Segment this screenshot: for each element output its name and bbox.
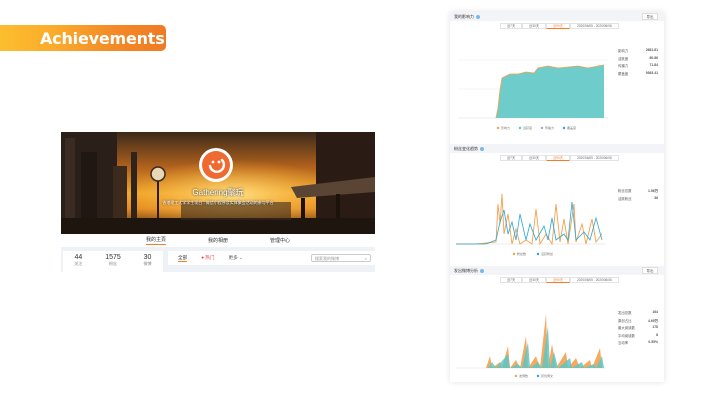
tab-7d[interactable]: 近7天 — [500, 23, 523, 29]
feed-tab-all[interactable]: 全部 — [178, 254, 188, 262]
legend: 粉丝数 活跃粉丝 — [512, 251, 553, 256]
stat-posts[interactable]: 30 微博 — [143, 254, 152, 266]
fans-metrics: 粉丝总数 1.56万 活跃粉丝 36 — [618, 189, 658, 201]
legend: 发博数 原创博文 — [514, 373, 553, 378]
date-range-tabs: 近7天 近30天 近90天 2020/06/05 - 2020/06/06 — [500, 23, 619, 29]
svg-text:覆盖度: 覆盖度 — [567, 125, 576, 130]
svg-text:发博数: 发博数 — [519, 373, 528, 378]
tab-30d[interactable]: 近30天 — [522, 155, 547, 161]
info-icon[interactable] — [476, 14, 480, 19]
search-input[interactable]: 搜索我的微博 ⌕ — [311, 254, 371, 262]
tab-custom[interactable]: 2020/06/05 - 2020/06/06 — [570, 155, 619, 161]
nav-my-home[interactable]: 我的主頁 — [145, 237, 166, 245]
nav-manage-center[interactable]: 管理中心 — [270, 238, 291, 244]
tab-90d[interactable]: 近90天 — [546, 277, 570, 283]
posts-section: 发出微博分析 导出 近7天 近30天 近90天 2020/06/05 - 202… — [450, 266, 664, 382]
date-range-tabs: 近7天 近30天 近90天 2020/06/05 - 2020/06/06 — [500, 155, 619, 161]
tab-7d[interactable]: 近7天 — [500, 155, 523, 161]
nav-my-album[interactable]: 我的相册 — [207, 238, 228, 244]
feed-tab-hot[interactable]: ● 热门 — [201, 255, 215, 260]
date-range-tabs: 近7天 近30天 近90天 2020/06/05 - 2020/06/06 — [500, 277, 619, 283]
posts-chart: 发博数 原创博文 — [456, 314, 606, 378]
profile-name: Gathering聚玩 — [192, 188, 244, 197]
svg-text:粉丝数: 粉丝数 — [517, 251, 526, 256]
tab-90d[interactable]: 近90天 — [546, 23, 570, 29]
feed-filter-bar: 全部 ● 热门 更多 ⌄ 搜索我的微博 ⌕ — [168, 251, 375, 265]
info-icon[interactable] — [480, 146, 484, 151]
export-button[interactable]: 导出 — [642, 267, 658, 274]
stat-followers[interactable]: 1575 粉丝 — [105, 254, 121, 266]
info-icon[interactable] — [480, 268, 484, 273]
tab-7d[interactable]: 近7天 — [500, 277, 523, 283]
avatar[interactable] — [199, 148, 233, 182]
svg-text:影响力: 影响力 — [501, 125, 510, 130]
profile-stats: 44 关注 1575 粉丝 30 微博 — [63, 251, 163, 272]
profile-description: 香港理工大学学生项目 - 微信小程序及实体聚会活动的参与平台 — [162, 200, 274, 205]
analytics-panel: 我的影响力 导出 近7天 近30天 近90天 2020/06/05 - 2020… — [450, 12, 664, 382]
feed-tab-more[interactable]: 更多 ⌄ — [228, 255, 243, 260]
section-header: 粉丝变化趋势 — [450, 144, 664, 153]
fans-chart: 粉丝数 活跃粉丝 — [456, 193, 606, 256]
section-header: 发出微博分析 导出 — [450, 266, 664, 275]
fans-section: 粉丝变化趋势 近7天 近30天 近90天 2020/06/05 - 2020/0… — [450, 144, 664, 262]
stat-following[interactable]: 44 关注 — [74, 254, 83, 266]
svg-text:活跃度: 活跃度 — [523, 125, 532, 130]
section-header: 我的影响力 导出 — [450, 12, 664, 21]
tab-custom[interactable]: 2020/06/05 - 2020/06/06 — [570, 277, 619, 283]
smile-logo-icon — [202, 151, 230, 179]
influence-section: 我的影响力 导出 近7天 近30天 近90天 2020/06/05 - 2020… — [450, 12, 664, 140]
tab-30d[interactable]: 近30天 — [522, 23, 547, 29]
export-button[interactable]: 导出 — [642, 13, 658, 20]
influence-metrics: 影响力 2661.81 活跃度 80.86 传播力 71.84 覆盖度 9363.41 — [618, 48, 658, 76]
profile-screenshot: Gathering聚玩 香港理工大学学生项目 - 微信小程序及实体聚会活动的参与… — [61, 132, 375, 272]
svg-text:活跃粉丝: 活跃粉丝 — [541, 251, 553, 256]
title-tag: Achievements — [0, 25, 166, 51]
slide-title: Achievements — [40, 28, 165, 48]
search-icon: ⌕ — [364, 256, 367, 261]
cover-photo — [61, 132, 375, 234]
posts-metrics: 发出总数 164 原创占比 4.69万 最大阅读数 178 平均阅读数 8 互动率 0.5… — [618, 310, 658, 345]
tab-30d[interactable]: 近30天 — [522, 277, 547, 283]
tab-custom[interactable]: 2020/06/05 - 2020/06/06 — [570, 23, 619, 29]
tab-90d[interactable]: 近90天 — [546, 155, 570, 161]
profile-nav: 我的主頁 我的相册 管理中心 — [61, 234, 375, 247]
influence-chart: 影响力 活跃度 传播力 覆盖度 — [458, 59, 608, 130]
svg-text:传播力: 传播力 — [545, 125, 554, 130]
svg-text:原创博文: 原创博文 — [541, 373, 553, 378]
legend: 影响力 活跃度 传播力 覆盖度 — [496, 125, 576, 130]
